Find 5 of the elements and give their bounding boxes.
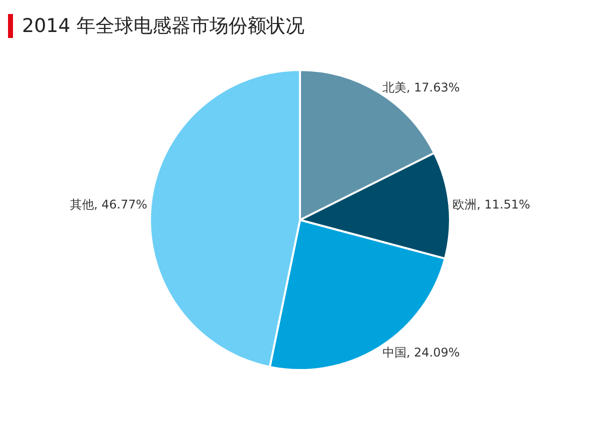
slice-label: 北美, 17.63% xyxy=(382,80,460,94)
slice-label: 欧洲, 11.51% xyxy=(452,198,530,212)
slice-label: 其他, 46.77% xyxy=(70,198,148,212)
chart-title: 2014 年全球电感器市场份额状况 xyxy=(22,14,304,39)
slice-label: 中国, 24.09% xyxy=(382,346,460,360)
